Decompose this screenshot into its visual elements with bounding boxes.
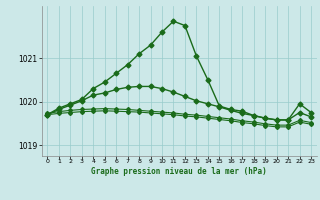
X-axis label: Graphe pression niveau de la mer (hPa): Graphe pression niveau de la mer (hPa) [91,167,267,176]
